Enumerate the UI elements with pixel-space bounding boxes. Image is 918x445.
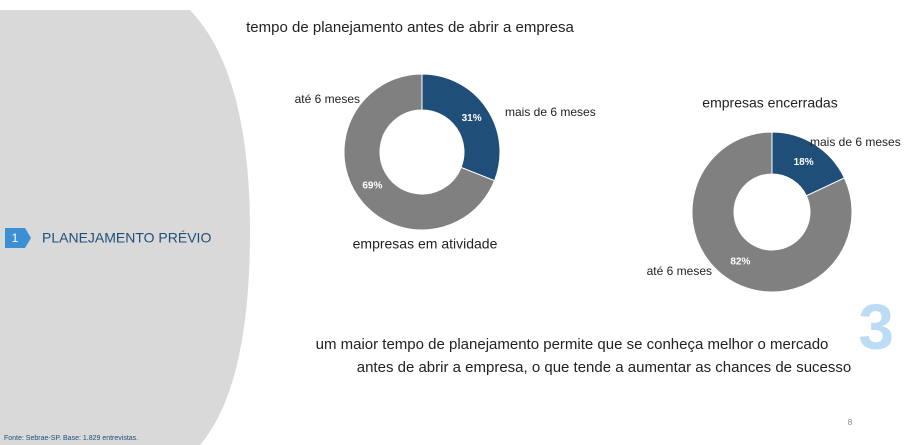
donut-slice (691, 131, 853, 293)
page-number: 8 (848, 418, 853, 427)
conclusion-line: um maior tempo de planejamento permite q… (316, 336, 829, 353)
value-label: 18% (794, 157, 814, 168)
donut-slice (343, 73, 496, 231)
donut-slice (421, 73, 501, 182)
category-label: mais de 6 meses (505, 105, 596, 119)
big-number: 3 (858, 291, 894, 363)
category-label: até 6 meses (295, 92, 360, 106)
conclusion-line: antes de abrir a empresa, o que tende a … (357, 359, 851, 376)
chart-title: empresas em atividade (353, 236, 498, 252)
side-panel (0, 10, 250, 445)
category-label: até 6 meses (647, 264, 712, 278)
section-badge (5, 228, 25, 248)
chart-title: empresas encerradas (702, 95, 837, 111)
value-label: 69% (362, 180, 382, 191)
section-title: PLANEJAMENTO PRÉVIO (42, 230, 211, 246)
source: Fonte: Sebrae-SP. Base: 1.829 entrevista… (4, 435, 138, 442)
slide-title: tempo de planejamento antes de abrir a e… (246, 19, 574, 36)
category-label: mais de 6 meses (810, 135, 901, 149)
badge-arrow (25, 228, 31, 248)
value-label: 31% (462, 113, 482, 124)
section-number: 1 (12, 231, 19, 245)
value-label: 82% (730, 256, 750, 267)
